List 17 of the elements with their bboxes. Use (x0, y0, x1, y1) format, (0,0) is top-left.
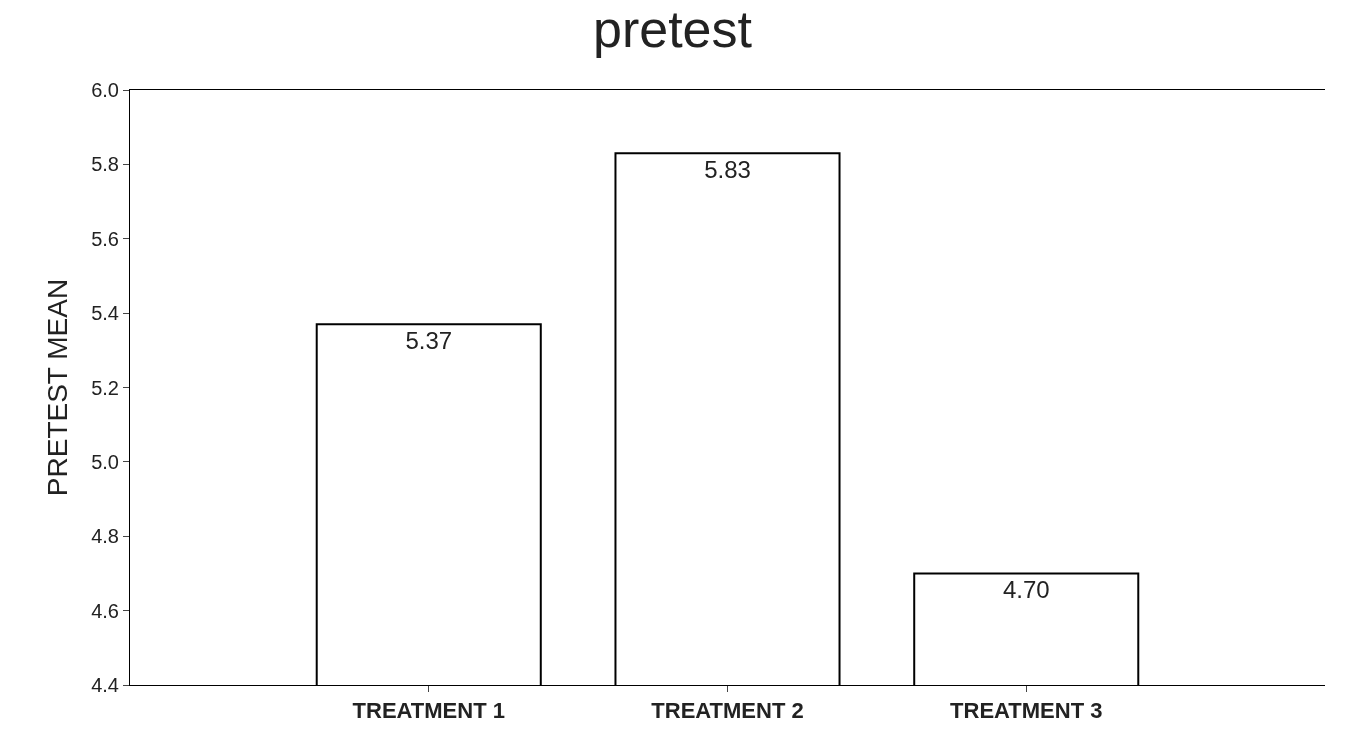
y-tick-label: 4.6 (91, 599, 119, 622)
data-label: 5.83 (704, 156, 751, 184)
chart-title: pretest (593, 0, 753, 59)
y-tick-label: 5.0 (91, 450, 119, 473)
y-tick-label: 4.8 (91, 525, 119, 548)
y-tick-label: 5.2 (91, 376, 119, 399)
data-label: 4.70 (1002, 576, 1050, 604)
y-tick-label: 5.8 (91, 153, 119, 176)
data-label: 5.37 (405, 327, 453, 355)
x-tick-label: TREATMENT 1 (352, 698, 505, 724)
y-tick-label: 6.0 (91, 79, 119, 101)
y-tick-label: 4.4 (91, 674, 119, 696)
y-tick-label: 5.4 (91, 302, 119, 325)
y-axis-title: PRETEST MEAN (41, 278, 73, 497)
x-tick-label: TREATMENT 3 (950, 698, 1103, 724)
x-tick-label: TREATMENT 2 (651, 698, 804, 724)
y-tick-label: 5.6 (91, 227, 119, 250)
